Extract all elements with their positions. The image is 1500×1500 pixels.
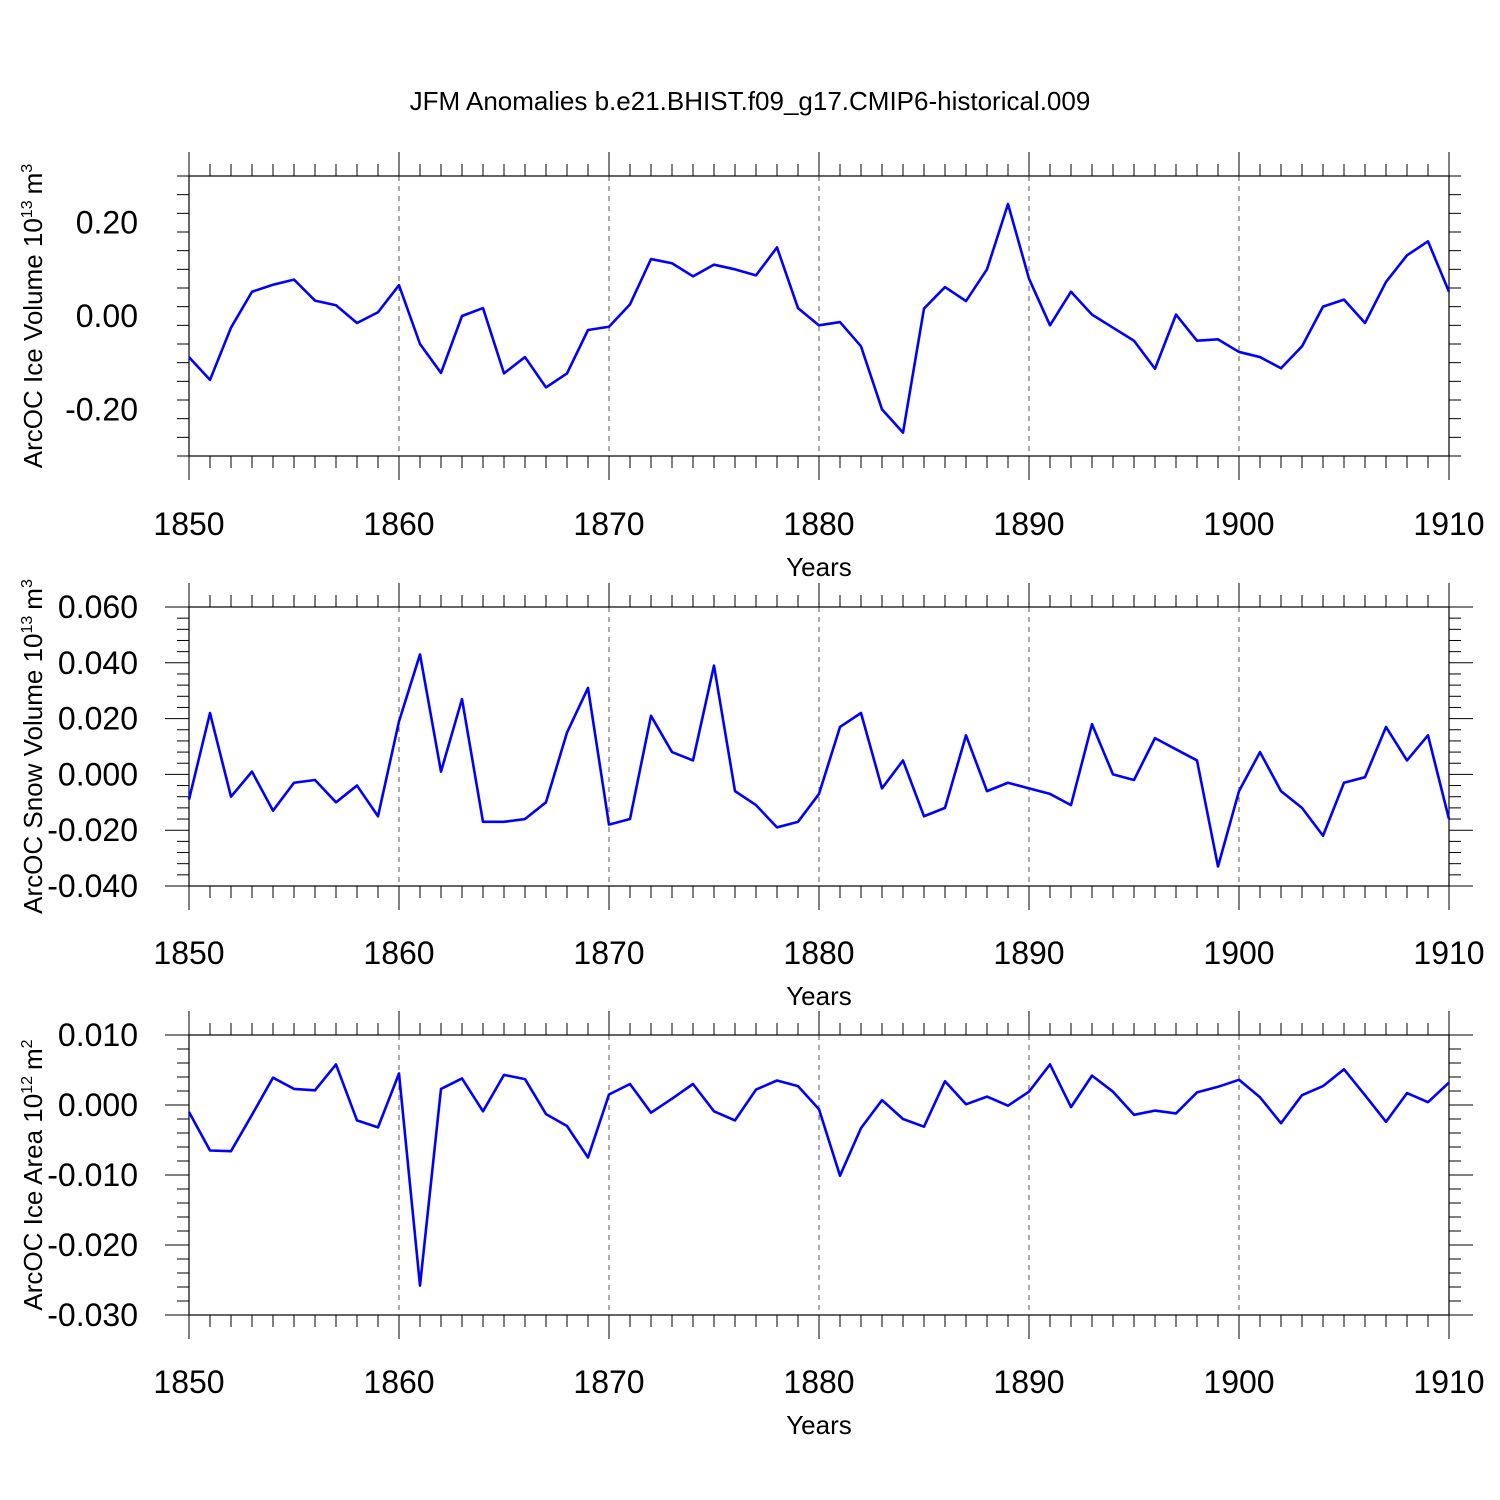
y-axis-label-text: m (18, 588, 48, 610)
x-tick-label: 1860 (363, 1364, 434, 1400)
x-tick-label: 1850 (153, 1364, 224, 1400)
x-tick-label: 1900 (1203, 506, 1274, 542)
y-tick-label: 0.020 (58, 701, 138, 737)
x-tick-label: 1850 (153, 935, 224, 971)
y-tick-label: 0.20 (76, 205, 138, 241)
x-axis-label: Years (786, 552, 852, 582)
y-axis-label-superscript: 13 (19, 616, 36, 634)
panel-ice-volume: 1850 1860 1870 1880 1890 1900 1910 -0.20 0.00 0.2… (18, 152, 1485, 582)
y-tick-label: -0.010 (47, 1157, 138, 1193)
y-axis-label-superscript: 3 (19, 164, 36, 173)
x-tick-label: 1890 (993, 935, 1064, 971)
y-axis-label-superscript: 13 (19, 200, 36, 218)
x-tick-label: 1880 (783, 506, 854, 542)
series-line-snow-volume (187, 653, 1451, 868)
x-axis-label: Years (786, 1410, 852, 1440)
x-tick-label: 1870 (573, 1364, 644, 1400)
chart-title: JFM Anomalies b.e21.BHIST.f09_g17.CMIP6-… (410, 86, 1091, 116)
series-line-ice-volume (188, 202, 1451, 434)
y-axis-label: ArcOC Snow Volume 1013 m3 (18, 579, 48, 914)
y-tick-label: 0.000 (58, 1087, 138, 1123)
y-axis-label: ArcOC Ice Volume 1013 m3 (18, 164, 48, 468)
panels: 1850 1860 1870 1880 1890 1900 1910 -0.20 0.00 0.2… (18, 152, 1485, 1440)
panel-snow-volume: 1850 1860 1870 1880 1890 1900 1910 -0.040 -0.020… (18, 579, 1485, 1011)
y-tick-label: 0.00 (76, 298, 138, 334)
x-tick-label: 1900 (1203, 935, 1274, 971)
x-axis-label: Years (786, 981, 852, 1011)
y-axis-label-superscript: 3 (19, 579, 36, 588)
y-tick-label: -0.020 (47, 812, 138, 848)
x-tick-label: 1860 (363, 506, 434, 542)
x-tick-label: 1880 (783, 935, 854, 971)
series-line-ice-area (187, 1063, 1450, 1287)
plot-frame (188, 606, 1450, 887)
y-axis-label-text: ArcOC Ice Area 10 (18, 1094, 48, 1311)
x-tick-label: 1910 (1413, 935, 1484, 971)
x-tick-label: 1890 (993, 506, 1064, 542)
y-tick-label: -0.020 (47, 1227, 138, 1263)
plot-frame (188, 175, 1450, 457)
y-axis-label-superscript: 2 (19, 1039, 36, 1048)
y-tick-label: -0.030 (47, 1297, 138, 1333)
x-tick-label: 1910 (1413, 1364, 1484, 1400)
y-tick-label: -0.040 (47, 868, 138, 904)
x-tick-label: 1860 (363, 935, 434, 971)
y-tick-label: 0.060 (58, 589, 138, 625)
x-tick-label: 1900 (1203, 1364, 1274, 1400)
y-axis-label-text: ArcOC Snow Volume 10 (18, 634, 48, 914)
panel-ice-area: 1850 1860 1870 1880 1890 1900 1910 -0.030 -0.020… (18, 1011, 1485, 1440)
y-tick-label: -0.20 (65, 391, 138, 427)
y-axis-label-text: ArcOC Ice Volume 10 (18, 218, 48, 468)
x-tick-label: 1870 (573, 506, 644, 542)
y-axis-label-text: m (18, 1048, 48, 1070)
plot-frame (188, 1034, 1450, 1316)
y-tick-label: 0.010 (58, 1017, 138, 1053)
x-tick-label: 1910 (1413, 506, 1484, 542)
x-tick-label: 1850 (153, 506, 224, 542)
x-tick-label: 1890 (993, 1364, 1064, 1400)
y-axis-label-text: m (18, 173, 48, 195)
y-tick-label: 0.000 (58, 756, 138, 792)
y-axis-label: ArcOC Ice Area 1012 m2 (18, 1039, 48, 1310)
x-tick-label: 1870 (573, 935, 644, 971)
y-tick-label: 0.040 (58, 645, 138, 681)
y-axis-label-superscript: 12 (19, 1076, 36, 1094)
x-tick-label: 1880 (783, 1364, 854, 1400)
